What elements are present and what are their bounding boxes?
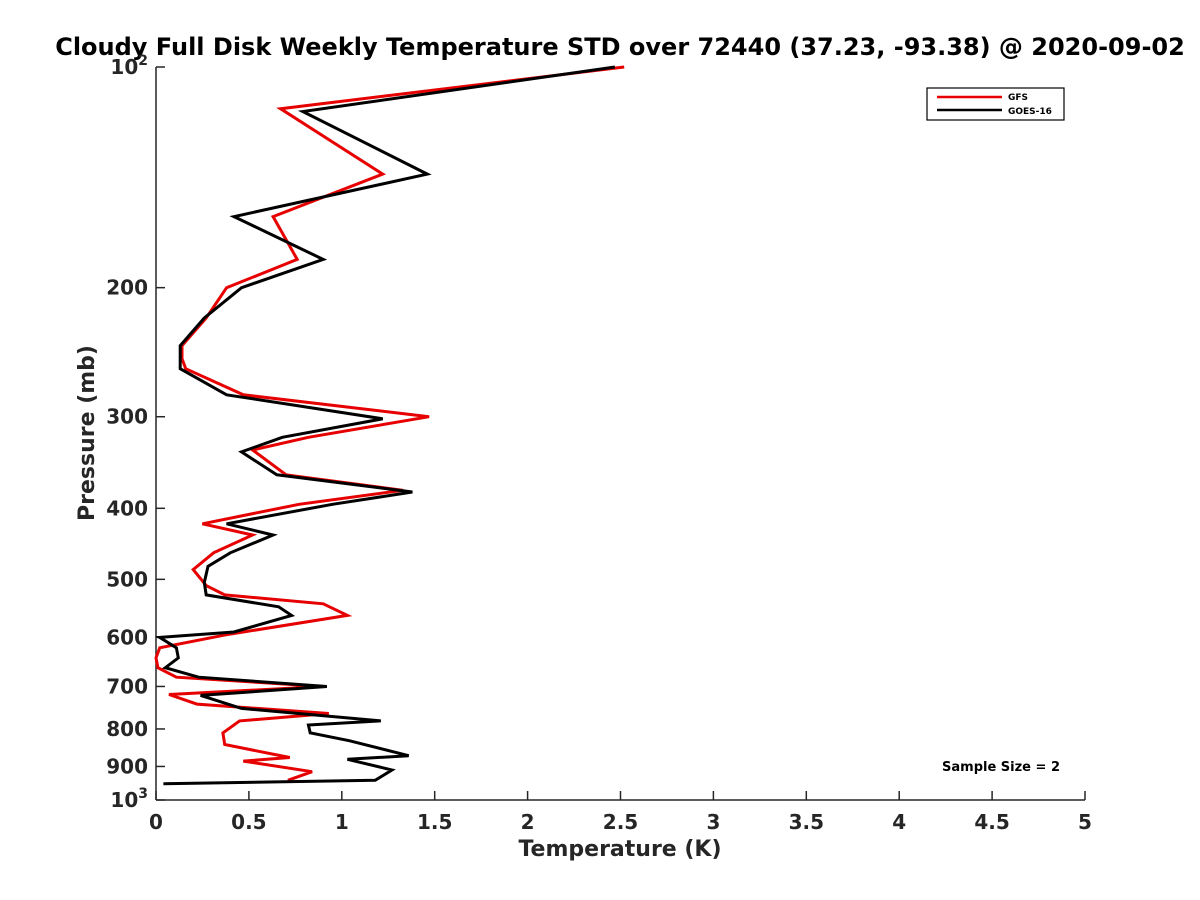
x-tick-label: 2.5 — [603, 810, 638, 834]
x-axis-label: Temperature (K) — [518, 837, 721, 862]
y-tick-label: 500 — [106, 567, 148, 591]
series-line-gfs — [154, 65, 625, 782]
x-tick-label: 0 — [149, 810, 163, 834]
y-tick-label: 200 — [106, 276, 148, 300]
y-tick-label: 600 — [106, 625, 148, 649]
legend: GFS GOES-16 — [926, 87, 1065, 121]
x-tick-label: 5 — [1078, 810, 1092, 834]
x-tick-label: 1.5 — [417, 810, 452, 834]
y-tick-label: 900 — [106, 754, 148, 778]
x-tick-label: 3.5 — [789, 810, 824, 834]
x-tick-label: 3 — [706, 810, 720, 834]
chart-title: Cloudy Full Disk Weekly Temperature STD … — [55, 33, 1185, 61]
x-tick-label: 1 — [335, 810, 349, 834]
legend-label-gfs: GFS — [1008, 93, 1028, 103]
y-tick-label: 800 — [106, 717, 148, 741]
x-tick-label: 4.5 — [974, 810, 1009, 834]
y-tick-label: 103 — [110, 786, 148, 812]
series-line-goes16 — [154, 65, 616, 786]
x-tick-label: 4 — [892, 810, 906, 834]
y-axis-label: Pressure (mb) — [75, 345, 100, 521]
y-tick-label: 102 — [110, 53, 148, 79]
plot-area: 0 0.5 1 1.5 2 2.5 3 3.5 4 4.5 5 102 200 300 400 500 600 7… — [106, 53, 1092, 834]
y-tick-label: 300 — [106, 405, 148, 429]
legend-label-goes16: GOES-16 — [1008, 107, 1052, 117]
x-tick-label: 2 — [521, 810, 535, 834]
y-tick-label: 400 — [106, 496, 148, 520]
x-tick-label: 0.5 — [231, 810, 266, 834]
y-tick-label: 700 — [106, 674, 148, 698]
legend-box — [926, 87, 1065, 121]
sample-size-annotation: Sample Size = 2 — [942, 760, 1060, 775]
